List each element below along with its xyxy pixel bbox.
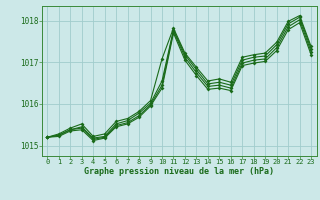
- X-axis label: Graphe pression niveau de la mer (hPa): Graphe pression niveau de la mer (hPa): [84, 167, 274, 176]
